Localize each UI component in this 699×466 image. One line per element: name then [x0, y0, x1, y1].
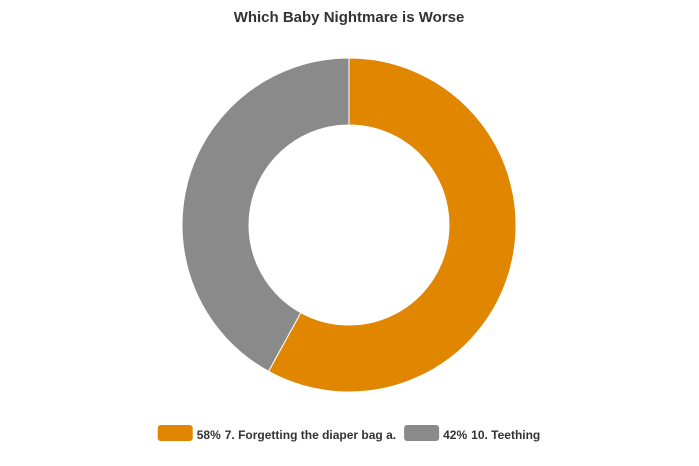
legend-swatch [157, 425, 193, 441]
legend-label: 7. Forgetting the diaper bag a. [225, 428, 396, 442]
donut-slice [267, 57, 517, 393]
legend-label: 10. Teething [471, 428, 540, 442]
legend-value: 42% [443, 428, 467, 442]
legend-swatch [404, 425, 440, 441]
donut-slice [181, 57, 350, 373]
chart-title: Which Baby Nightmare is Worse [234, 9, 465, 26]
legend-value: 58% [197, 428, 221, 442]
